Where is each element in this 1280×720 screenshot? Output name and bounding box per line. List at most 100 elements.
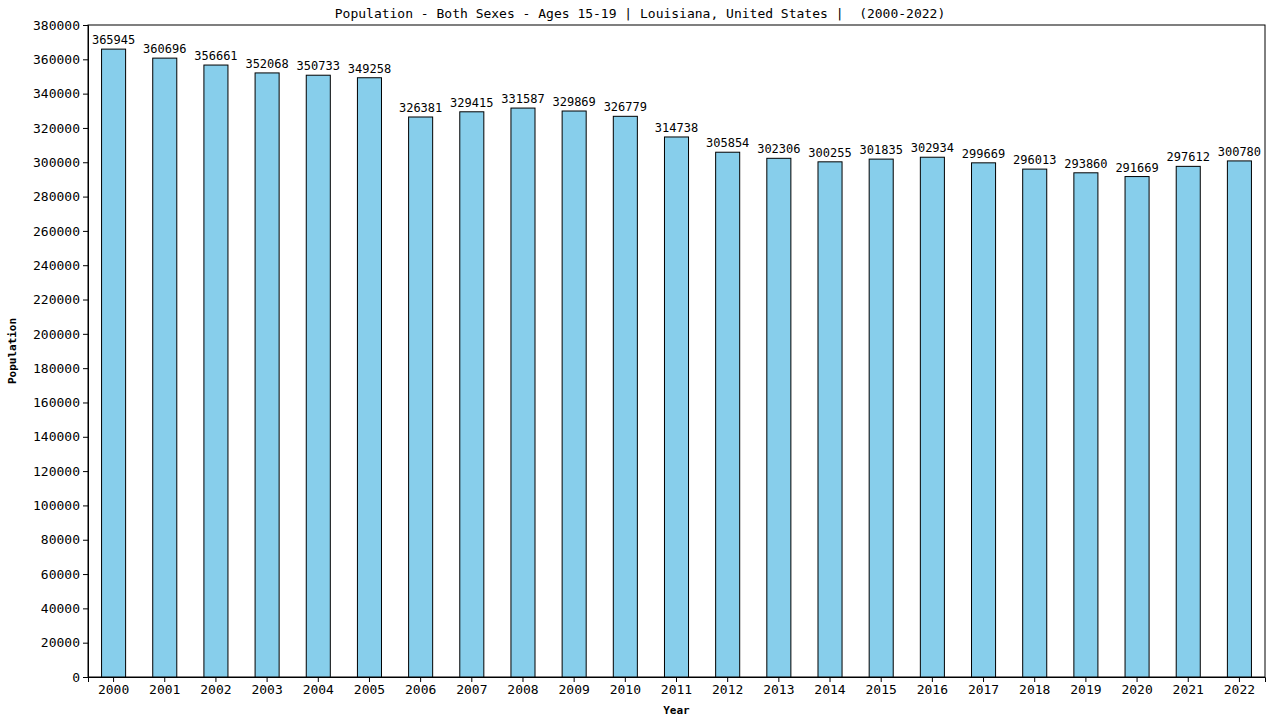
bar <box>818 162 842 677</box>
x-tick-label: 2022 <box>1224 682 1255 697</box>
x-tick-label: 2010 <box>610 682 641 697</box>
y-tick-mark <box>83 608 88 609</box>
y-tick-label: 120000 <box>33 464 80 479</box>
x-tick-label: 2001 <box>149 682 180 697</box>
bar <box>1023 169 1047 677</box>
y-tick: 0 <box>72 670 88 685</box>
bar <box>306 75 330 677</box>
data-label: 302934 <box>911 141 954 155</box>
x-tick-label: 2011 <box>661 682 692 697</box>
y-tick: 80000 <box>41 532 88 547</box>
y-tick-mark <box>83 162 88 163</box>
y-tick: 40000 <box>41 601 88 616</box>
x-tick-label: 2008 <box>507 682 538 697</box>
y-tick-mark <box>83 25 88 26</box>
y-tick-label: 300000 <box>33 155 80 170</box>
data-label: 329869 <box>552 95 595 109</box>
y-tick: 200000 <box>33 327 88 342</box>
y-tick: 100000 <box>33 498 88 513</box>
x-tick: 2001 <box>149 677 180 697</box>
data-label: 350733 <box>297 59 340 73</box>
y-tick-label: 20000 <box>41 635 80 650</box>
x-tick: 2008 <box>507 677 538 697</box>
y-axis-title: Population <box>6 318 19 384</box>
y-tick-mark <box>83 574 88 575</box>
plot-frame <box>88 25 1265 677</box>
y-tick-mark <box>83 128 88 129</box>
y-tick: 280000 <box>33 189 88 204</box>
y-tick: 20000 <box>41 635 88 650</box>
x-tick: 2011 <box>661 677 692 697</box>
x-tick: 2016 <box>917 677 948 697</box>
y-tick: 120000 <box>33 464 88 479</box>
bar <box>664 137 688 677</box>
bar <box>1176 166 1200 677</box>
y-tick: 300000 <box>33 155 88 170</box>
x-tick: 2021 <box>1173 677 1204 697</box>
bar <box>920 157 944 677</box>
x-tick-label: 2013 <box>763 682 794 697</box>
x-tick-label: 2007 <box>456 682 487 697</box>
x-tick: 2012 <box>712 677 743 697</box>
x-axis-title: Year <box>663 704 690 717</box>
y-tick-mark <box>83 677 88 678</box>
bar <box>1125 177 1149 677</box>
x-tick: 2000 <box>98 677 129 697</box>
x-axis: 2000200120022003200420052006200720082009… <box>89 677 1266 697</box>
x-tick-label: 2019 <box>1070 682 1101 697</box>
y-tick: 160000 <box>33 395 88 410</box>
data-label: 300255 <box>808 146 851 160</box>
bar <box>204 65 228 677</box>
bar <box>460 112 484 677</box>
y-tick-label: 200000 <box>33 327 80 342</box>
y-tick-label: 60000 <box>41 567 80 582</box>
y-tick-mark <box>83 94 88 95</box>
y-axis: 0 20000 40000 60000 80000 100000 120000 140000 1… <box>33 18 88 685</box>
y-tick: 180000 <box>33 361 88 376</box>
bar <box>767 158 791 677</box>
y-tick-mark <box>83 197 88 198</box>
x-tick-label: 2016 <box>917 682 948 697</box>
data-label: 331587 <box>501 92 544 106</box>
plot: 3659453606963566613520683507333492583263… <box>33 18 1265 698</box>
x-tick-label: 2015 <box>866 682 897 697</box>
data-label: 349258 <box>348 62 391 76</box>
bar <box>102 49 126 677</box>
x-tick: 2010 <box>610 677 641 697</box>
x-tick: 2007 <box>456 677 487 697</box>
x-tick: 2017 <box>968 677 999 697</box>
x-tick-label: 2004 <box>303 682 334 697</box>
bar <box>869 159 893 677</box>
data-label: 326381 <box>399 101 442 115</box>
y-tick-label: 240000 <box>33 258 80 273</box>
data-label: 300780 <box>1218 145 1261 159</box>
y-tick-mark <box>83 437 88 438</box>
y-tick-label: 80000 <box>41 532 80 547</box>
y-tick-label: 160000 <box>33 395 80 410</box>
x-tick: 2013 <box>763 677 794 697</box>
y-tick-mark <box>83 540 88 541</box>
data-label: 302306 <box>757 142 800 156</box>
x-tick: 2003 <box>251 677 282 697</box>
x-tick: 2015 <box>866 677 897 697</box>
y-tick: 60000 <box>41 567 88 582</box>
chart: 3659453606963566613520683507333492583263… <box>0 0 1280 720</box>
x-tick: 2022 <box>1224 677 1255 697</box>
data-label: 360696 <box>143 42 186 56</box>
y-tick-label: 180000 <box>33 361 80 376</box>
bar <box>716 152 740 677</box>
bar <box>255 73 279 677</box>
x-tick: 2014 <box>814 677 845 697</box>
y-tick: 220000 <box>33 292 88 307</box>
x-tick-label: 2002 <box>200 682 231 697</box>
y-tick-label: 140000 <box>33 429 80 444</box>
data-label: 296013 <box>1013 153 1056 167</box>
data-label: 291669 <box>1115 161 1158 175</box>
x-tick: 2004 <box>303 677 334 697</box>
y-tick-mark <box>83 59 88 60</box>
y-tick-mark <box>83 300 88 301</box>
y-tick-label: 360000 <box>33 52 80 67</box>
y-tick-mark <box>83 368 88 369</box>
data-label: 293860 <box>1064 157 1107 171</box>
x-tick-label: 2012 <box>712 682 743 697</box>
